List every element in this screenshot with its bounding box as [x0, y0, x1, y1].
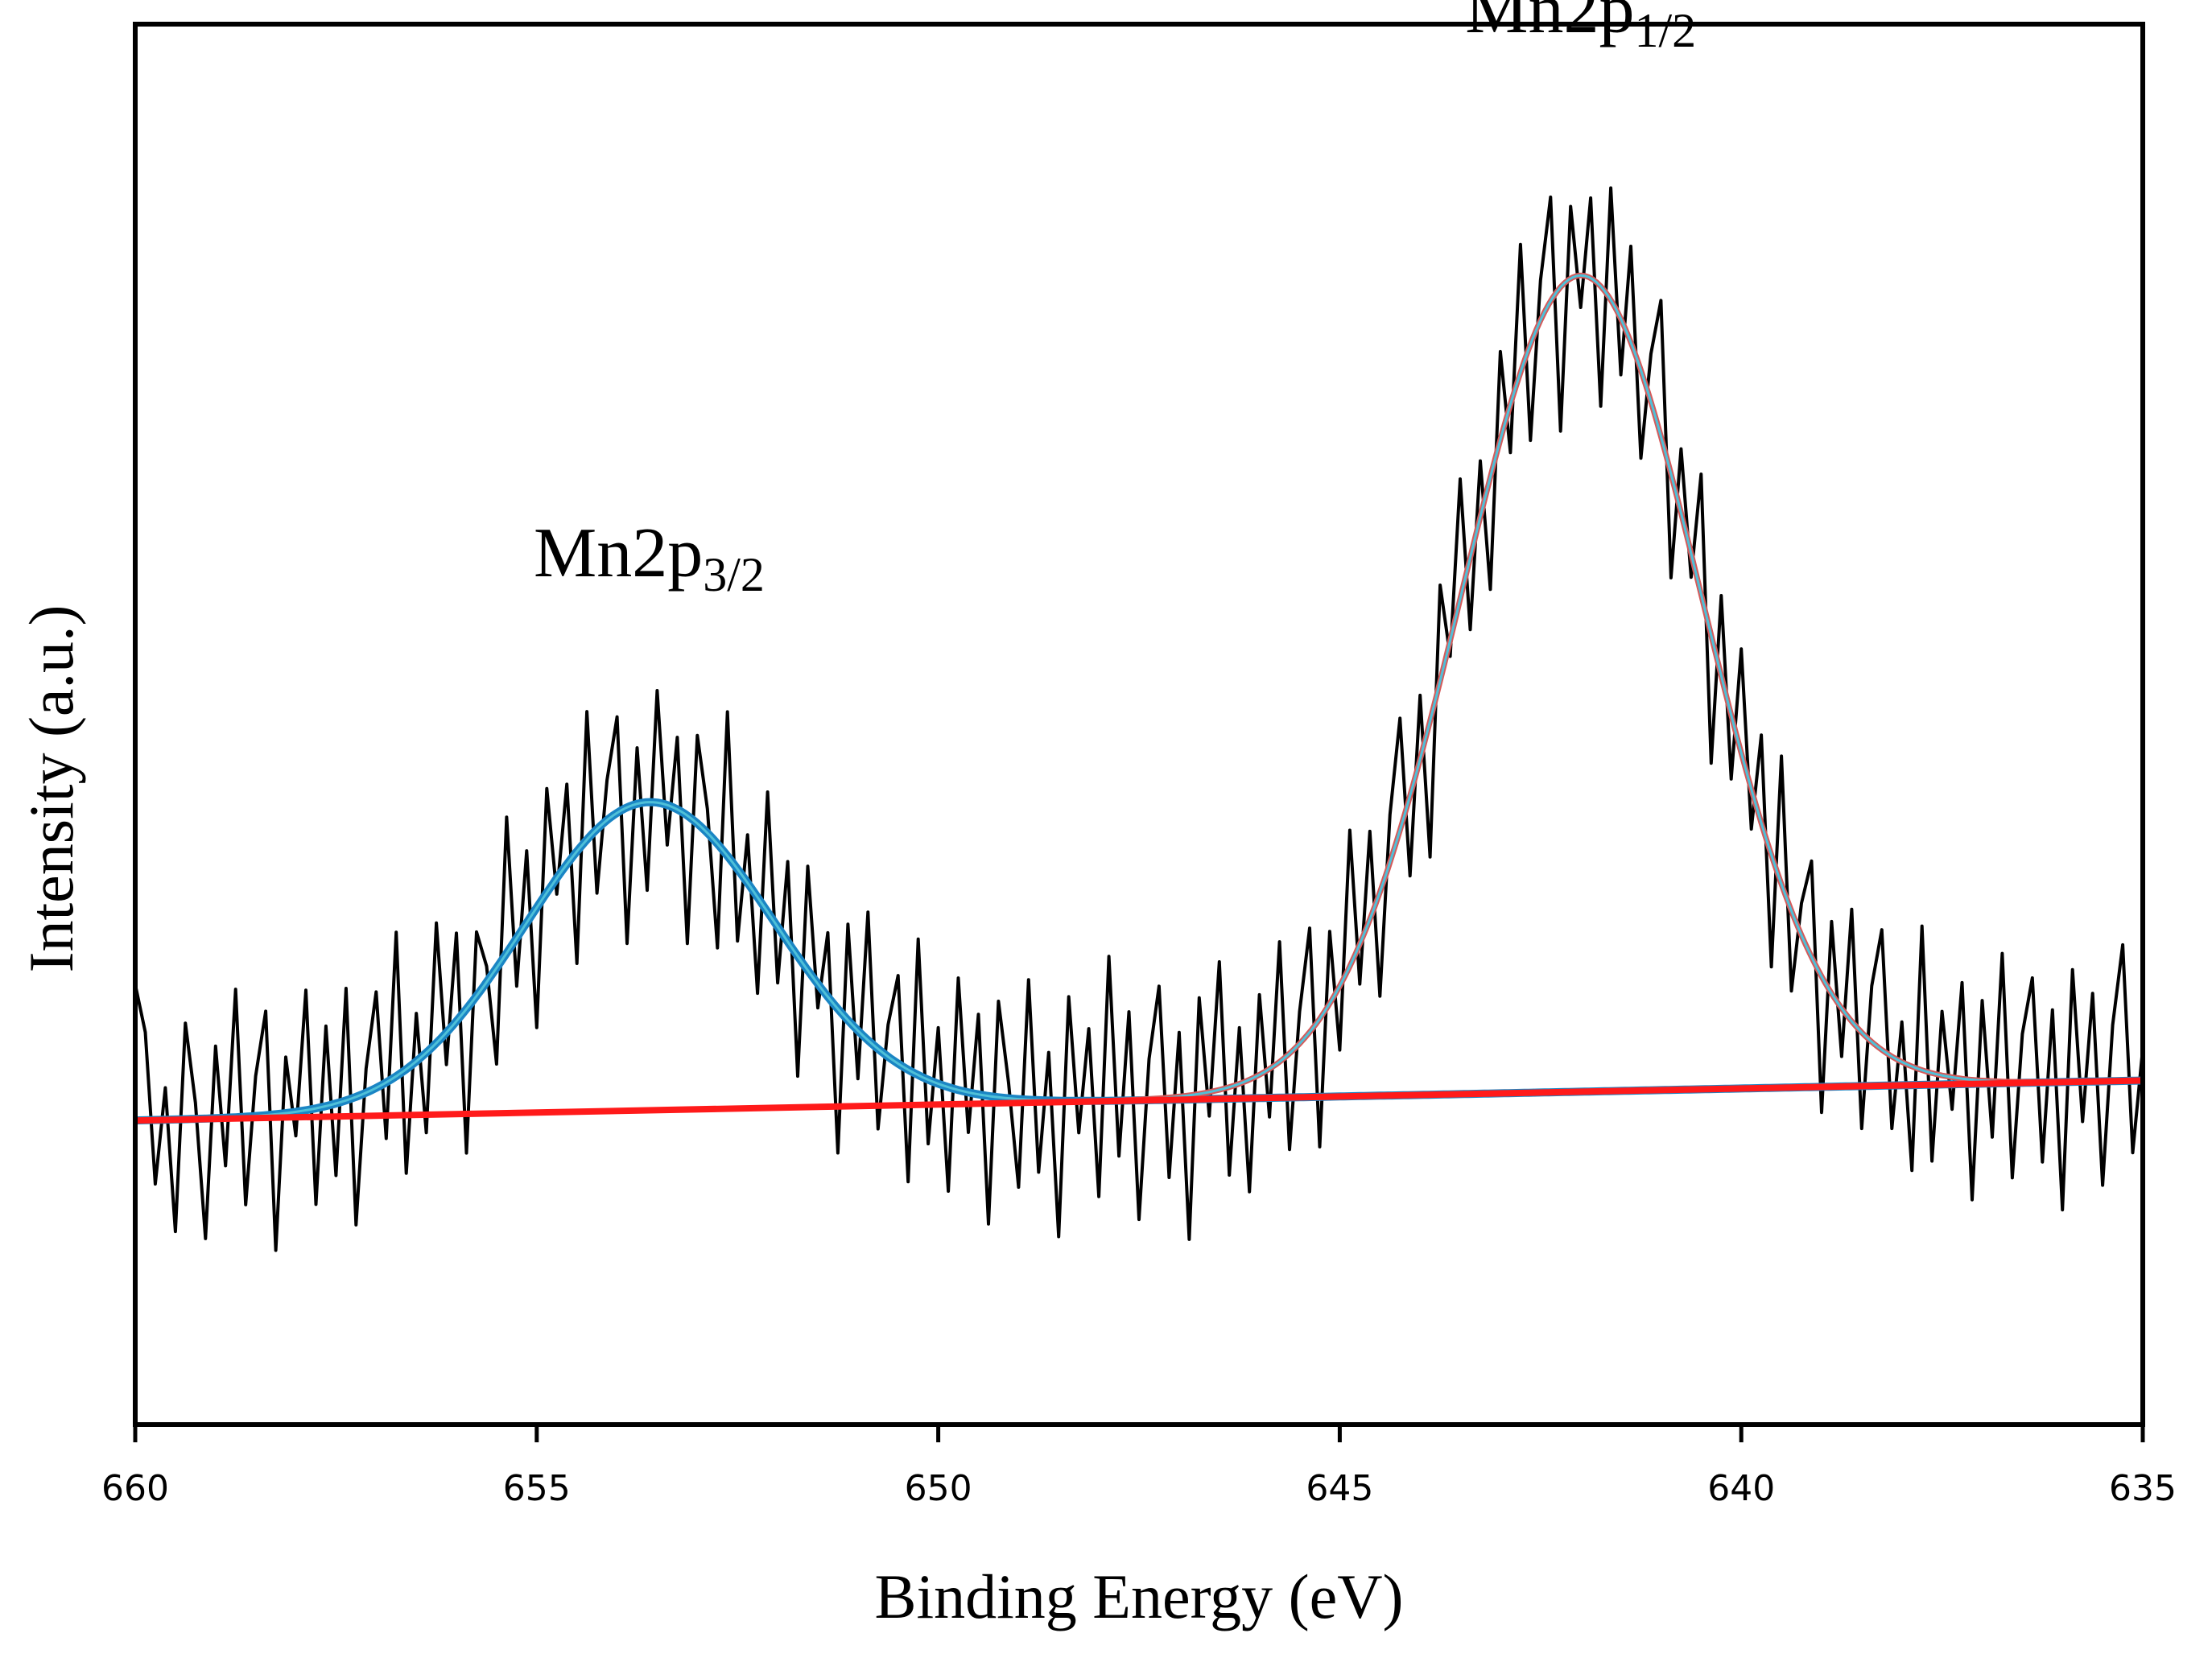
- measured-spectrum-line: [135, 186, 2143, 1252]
- x-tick-label: 655: [503, 1468, 571, 1509]
- x-tick-label: 640: [1707, 1468, 1775, 1509]
- x-tick-label: 635: [2109, 1468, 2177, 1509]
- x-tick-label: 645: [1306, 1468, 1373, 1509]
- x-tick-label: 660: [101, 1468, 169, 1509]
- series-layer: [135, 186, 2143, 1252]
- baseline-line: [135, 1077, 2143, 1124]
- x-tick-label: 650: [905, 1468, 972, 1509]
- peak-label-mn2p32: Mn2p3/2: [534, 514, 765, 601]
- y-axis-title: Intensity (a.u.): [16, 604, 86, 972]
- peak-annotations: Mn2p3/2 Mn2p1/2: [534, 0, 1696, 601]
- x-axis-title: Binding Energy (eV): [874, 1561, 1403, 1631]
- peak-label-mn2p12: Mn2p1/2: [1465, 0, 1696, 57]
- x-axis-ticks: 660 655 650 645 640 635: [101, 1425, 2177, 1509]
- plot-frame: [133, 22, 2145, 1427]
